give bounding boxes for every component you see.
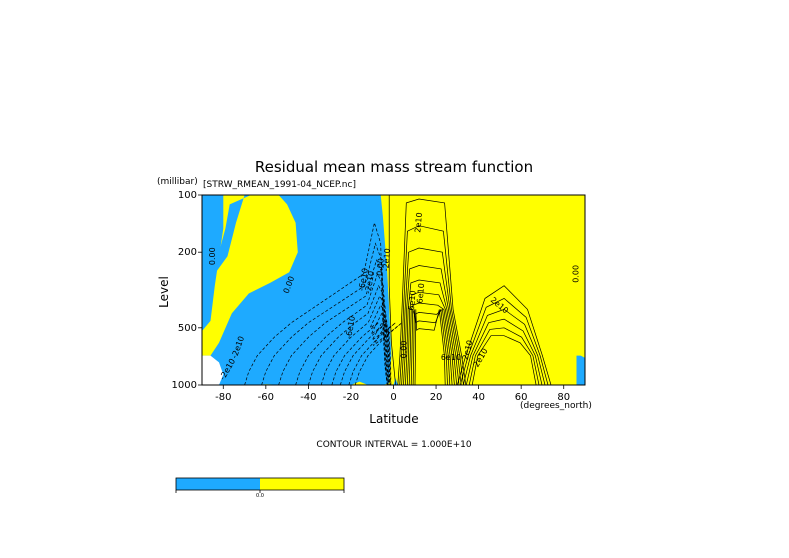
colorbar-label: 0.0 <box>256 493 264 499</box>
positive-contour <box>408 302 453 385</box>
y-tick-label: 200 <box>178 247 197 258</box>
positive-contour-midlat <box>471 335 537 385</box>
zero-contour <box>388 195 396 385</box>
positive-contour <box>410 308 451 385</box>
positive-contour-midlat <box>468 327 540 385</box>
positive-contour <box>403 265 460 385</box>
x-tick-label: 80 <box>557 392 570 403</box>
contour-label: 0.00 <box>208 247 217 265</box>
negative-contour <box>354 322 403 385</box>
contour-label: 2e10 <box>413 212 424 233</box>
missing-region-south <box>202 355 224 385</box>
positive-contour-midlat <box>462 309 546 385</box>
contour-label: -2e10 <box>363 270 376 294</box>
contour-label: -6e10 <box>344 315 357 339</box>
contour-label: 0.00 <box>399 341 408 359</box>
colorbar: 0.0 <box>175 477 345 499</box>
positive-contour <box>405 279 458 385</box>
positive-contour <box>406 291 455 385</box>
negative-contour <box>348 320 396 385</box>
x-tick-label: 60 <box>515 392 528 403</box>
negative-contour <box>339 312 391 385</box>
negative-contour <box>244 222 388 385</box>
x-tick-label: -40 <box>300 392 316 403</box>
contour-label: 6e10 <box>441 353 461 362</box>
negative-region-south <box>202 195 392 385</box>
positive-contour <box>412 309 448 385</box>
negative-region-north <box>576 355 585 385</box>
dataset-label: [STRW_RMEAN_1991-04_NCEP.nc] <box>203 180 356 190</box>
x-tick-label: 40 <box>472 392 485 403</box>
positive-contour-midlat <box>456 285 552 385</box>
x-tick-label: 20 <box>430 392 443 403</box>
positive-contour <box>414 309 446 385</box>
colorbar-negative <box>176 478 260 490</box>
contour-label: 0.00 <box>572 265 581 283</box>
y-tick-label: 1000 <box>172 380 197 391</box>
plot-area: 0.000.00-6e10-6e10-2e10-2e10-2e100.00-2e… <box>202 195 585 385</box>
x-tick-label: 0 <box>390 392 396 403</box>
positive-contour-midlat <box>459 297 549 385</box>
positive-contour <box>399 225 464 385</box>
contour-label: 6e10 <box>407 290 418 311</box>
contour-label: 6e10 <box>415 283 426 304</box>
chart-title: Residual mean mass stream function <box>255 158 533 176</box>
y-axis-ticks: 100 200 500 1000 <box>172 190 202 391</box>
x-axis-label: Latitude <box>369 412 418 426</box>
y-tick-label: 100 <box>178 190 197 201</box>
negative-contour <box>331 304 391 385</box>
negative-contour <box>261 242 388 385</box>
x-axis-ticks: -80 -60 -40 -20 0 20 40 60 80 <box>215 385 570 403</box>
x-tick-label: -20 <box>343 392 359 403</box>
contour-interval: CONTOUR INTERVAL = 1.000E+10 <box>316 440 471 450</box>
x-units: (degrees_north) <box>520 401 592 411</box>
y-units: (millibar) <box>157 177 198 187</box>
negative-region-polar <box>202 195 224 331</box>
x-tick-label: -80 <box>215 392 231 403</box>
negative-contour <box>295 272 389 385</box>
y-axis-label: Level <box>157 276 171 308</box>
negative-contour <box>308 284 390 385</box>
negative-contour <box>320 295 390 385</box>
contour-label: -6e10 <box>357 267 370 291</box>
negative-contour <box>278 259 389 385</box>
colorbar-positive <box>260 478 344 490</box>
negative-spot-sfc <box>368 379 381 385</box>
positive-contour <box>401 247 462 385</box>
positive-contour-midlat <box>465 318 543 385</box>
x-tick-label: -60 <box>258 392 274 403</box>
negative-spot-eq <box>393 378 398 385</box>
y-tick-label: 500 <box>178 323 197 334</box>
positive-contour <box>397 198 467 385</box>
contour-label: 0.00 <box>375 258 386 277</box>
contour-label: -2e10 <box>381 248 392 272</box>
